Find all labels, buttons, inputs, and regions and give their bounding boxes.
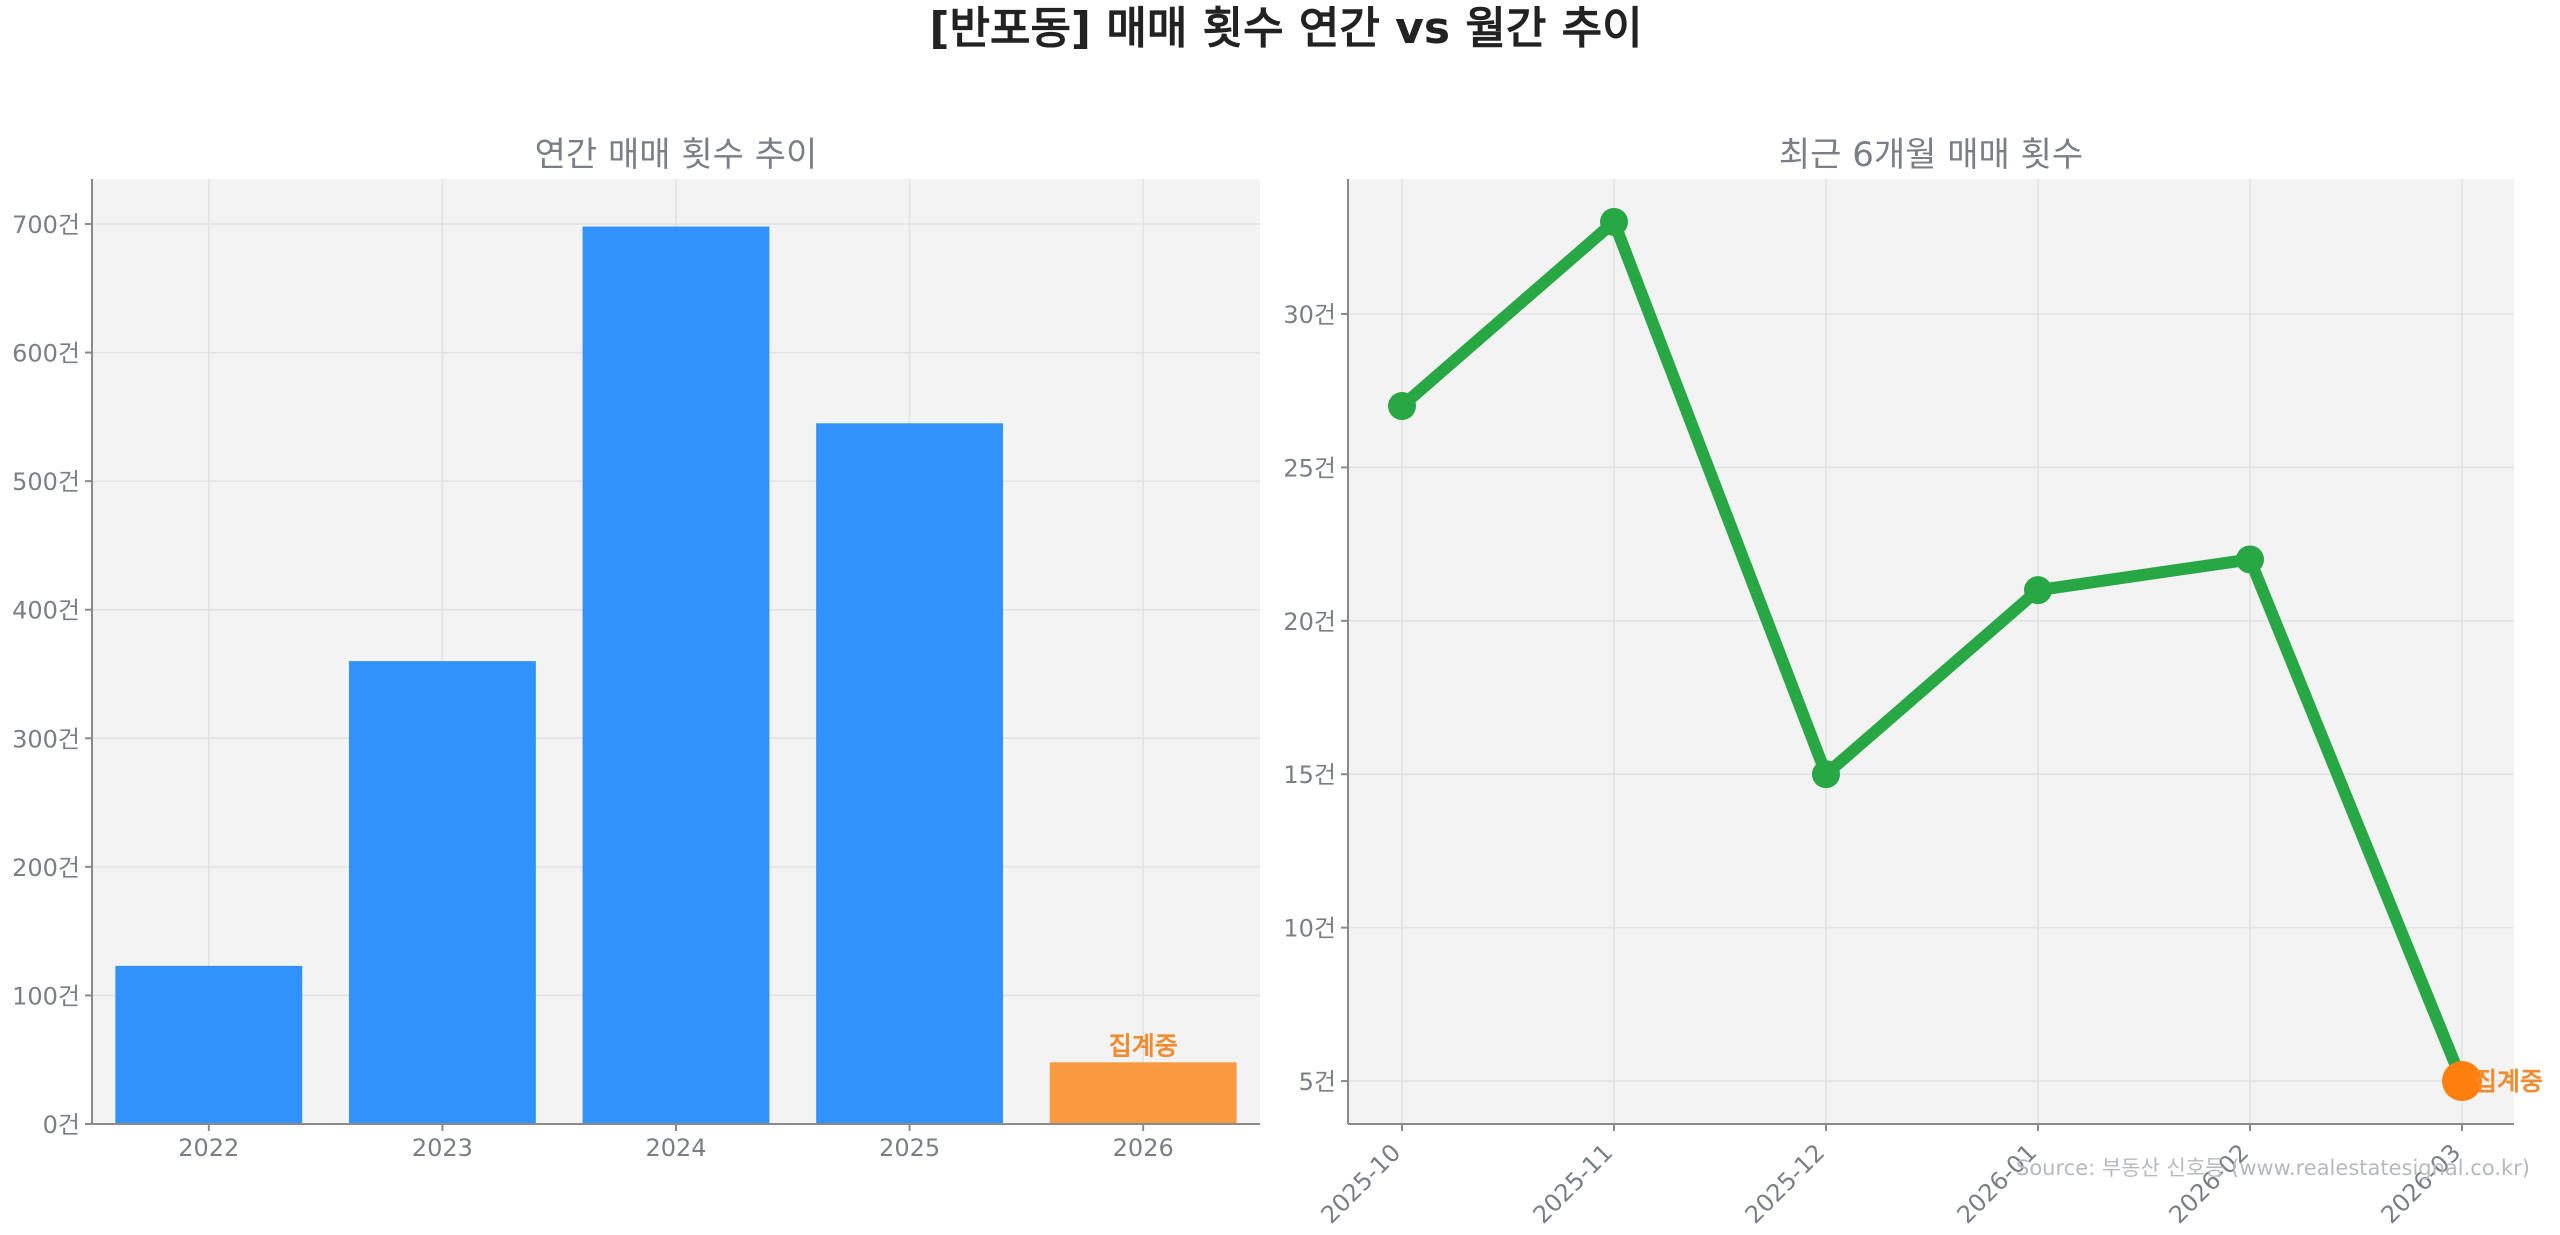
monthly-line-chart: 최근 6개월 매매 횟수 5건 10건 15건 20건 25건 30건 2025-10 20… bbox=[1283, 135, 2543, 1229]
left-y-tick-label: 300건 bbox=[12, 725, 80, 753]
right-y-tick-label: 20건 bbox=[1283, 608, 1336, 636]
bar-2023 bbox=[348, 661, 536, 1124]
right-chart-title: 최근 6개월 매매 횟수 bbox=[1779, 135, 2083, 175]
right-x-tick-label: 2025-11 bbox=[1528, 1138, 1619, 1229]
point-2026-03 bbox=[2442, 1061, 2482, 1102]
point-2025-10 bbox=[1388, 392, 1416, 421]
left-x-tick-label: 2023 bbox=[412, 1134, 473, 1162]
right-y-tick-label: 15건 bbox=[1283, 761, 1336, 789]
right-y-tick-label: 30건 bbox=[1283, 301, 1336, 329]
right-gridlines bbox=[1348, 179, 2514, 1124]
annual-bar-chart: 연간 매매 횟수 추이 0건 100건 200건 300건 400건 500건 600건 70… bbox=[12, 135, 1260, 1162]
right-x-tick-label: 2025-10 bbox=[1316, 1138, 1407, 1229]
right-y-tick-label: 25건 bbox=[1283, 454, 1336, 482]
left-y-tick-label: 600건 bbox=[12, 340, 80, 368]
right-x-tick-label: 2026-03 bbox=[2376, 1138, 2467, 1229]
right-x-tick-label: 2025-12 bbox=[1740, 1138, 1831, 1229]
left-bars bbox=[115, 226, 1237, 1125]
source-credit: Source: 부동산 신호등 (www.realestatesignal.co… bbox=[2016, 1156, 2530, 1180]
bar-2022 bbox=[115, 965, 303, 1124]
right-x-tick-label: 2026-02 bbox=[2164, 1138, 2255, 1229]
right-y-tick-label: 5건 bbox=[1299, 1068, 1336, 1096]
right-y-tick-label: 10건 bbox=[1283, 915, 1336, 943]
figure-title: [반포동] 매매 횟수 연간 vs 월간 추이 bbox=[929, 3, 1642, 54]
left-x-ticks: 2022 2023 2024 2025 2026 bbox=[178, 1124, 1174, 1162]
right-x-tick-label: 2026-01 bbox=[1952, 1138, 2043, 1229]
right-annotation-label: 집계중 bbox=[2474, 1067, 2543, 1096]
left-y-tick-label: 200건 bbox=[12, 854, 80, 882]
point-2025-12 bbox=[1812, 760, 1840, 789]
point-2026-02 bbox=[2236, 545, 2264, 574]
left-y-tick-label: 700건 bbox=[12, 211, 80, 239]
left-y-tick-label: 0건 bbox=[43, 1111, 80, 1139]
left-annotation-label: 집계중 bbox=[1109, 1031, 1178, 1060]
series-line bbox=[1396, 215, 2468, 1088]
left-x-tick-label: 2024 bbox=[645, 1134, 706, 1162]
left-chart-title: 연간 매매 횟수 추이 bbox=[535, 135, 818, 175]
bar-2024 bbox=[582, 226, 770, 1125]
bar-2025 bbox=[816, 423, 1004, 1124]
left-y-tick-label: 400건 bbox=[12, 597, 80, 625]
left-y-ticks: 0건 100건 200건 300건 400건 500건 600건 700건 bbox=[12, 211, 92, 1139]
right-plot-area bbox=[1348, 179, 2514, 1124]
left-x-tick-label: 2022 bbox=[178, 1134, 239, 1162]
left-y-tick-label: 100건 bbox=[12, 982, 80, 1010]
left-x-tick-label: 2025 bbox=[879, 1134, 940, 1162]
bar-2026 bbox=[1049, 1062, 1237, 1124]
left-y-tick-label: 500건 bbox=[12, 468, 80, 496]
point-2025-11 bbox=[1600, 207, 1628, 236]
right-y-ticks: 5건 10건 15건 20건 25건 30건 bbox=[1283, 301, 1348, 1096]
point-2026-01 bbox=[2024, 576, 2052, 605]
right-points bbox=[1388, 207, 2482, 1102]
left-x-tick-label: 2026 bbox=[1113, 1134, 1174, 1162]
